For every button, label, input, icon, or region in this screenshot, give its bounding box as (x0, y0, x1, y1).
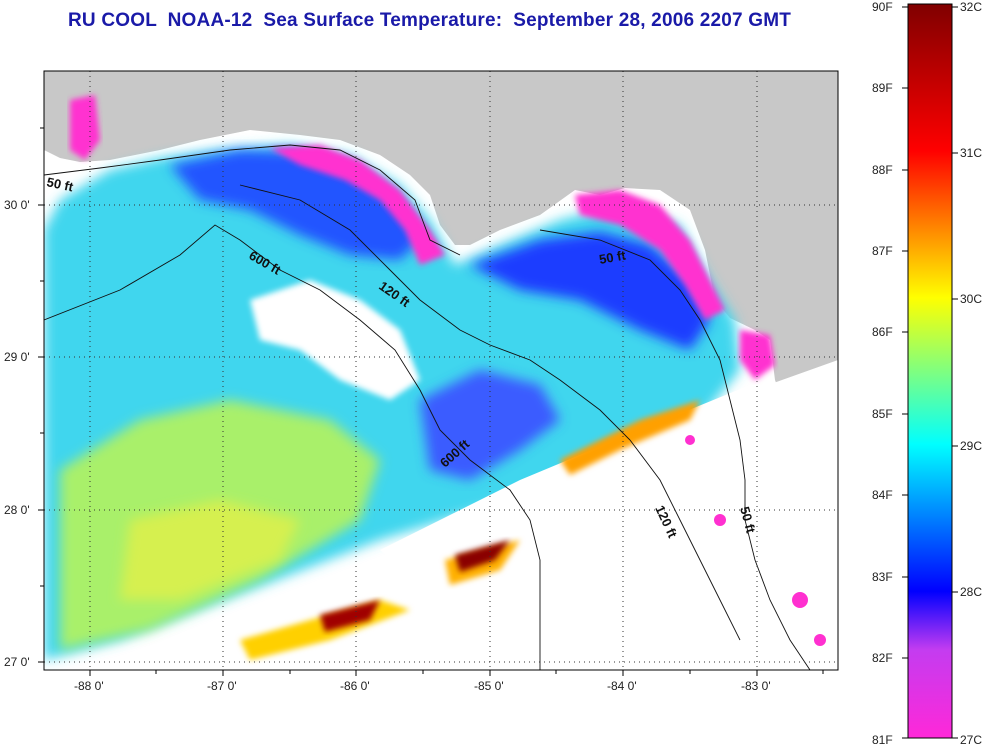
cool-water-band-south (420, 370, 560, 480)
warm-water-patch (120, 500, 300, 600)
warm-patch (714, 514, 726, 526)
colorbar-c-label: 32C (960, 0, 982, 14)
warm-coastal-band (270, 145, 445, 265)
colorbar (908, 4, 952, 738)
colorbar-f-label: 84F (872, 488, 893, 502)
warm-patch (792, 592, 808, 608)
lat-tick-label: 27 0' (4, 655, 30, 669)
contour-label: 50 ft (598, 247, 628, 267)
contour-120ft (44, 224, 541, 670)
lon-tick-label: -83 0' (741, 679, 771, 693)
colorbar-f-label: 87F (872, 244, 893, 258)
hot-streak-south-core (320, 600, 380, 632)
colorbar-f-label: 88F (872, 163, 893, 177)
colorbar-c-label: 31C (960, 146, 982, 160)
lon-tick-label: -86 0' (340, 679, 370, 693)
lat-tick-label: 29 0' (4, 350, 30, 364)
axis-ticks (38, 127, 824, 676)
contour-label: 50 ft (45, 174, 75, 194)
colorbar-c-label: 30C (960, 292, 982, 306)
colorbar-c-label: 27C (960, 733, 982, 747)
cloud-patches (250, 280, 420, 400)
warm-coastal-band-east (575, 190, 725, 320)
colorbar-f-label: 82F (872, 651, 893, 665)
colorbar-f-label: 90F (872, 0, 893, 14)
contour-50ft-east (539, 229, 811, 670)
cool-water-band-east (470, 232, 710, 350)
lon-tick-label: -84 0' (607, 679, 637, 693)
colorbar-f-label: 86F (872, 325, 893, 339)
map-title: RU COOL NOAA-12 Sea Surface Temperature:… (68, 10, 792, 31)
contour-label: 50 ft (737, 505, 759, 535)
colorbar-f-label: 89F (872, 81, 893, 95)
colorbar-f-label: 81F (872, 733, 893, 747)
hot-streak-core (455, 540, 510, 572)
hot-streak-east (560, 400, 700, 475)
lon-tick-label: -85 0' (474, 679, 504, 693)
contour-600ft (239, 184, 741, 641)
mobile-bay-warm (70, 95, 100, 160)
warm-coastal-band-bigbend (740, 330, 775, 380)
colorbar-c-label: 28C (960, 585, 982, 599)
map-frame (43, 70, 839, 671)
cloud-swath (44, 360, 838, 670)
colorbar-frame (907, 3, 953, 739)
colorbar-f-labels: 90F 89F 88F 87F 86F 85F 84F 83F 82F 81F (872, 0, 893, 747)
colorbar-f-label: 85F (872, 407, 893, 421)
warm-patch (685, 435, 695, 445)
colorbar-ticks (902, 6, 958, 739)
colorbar-c-labels: 32C 31C 30C 29C 28C 27C (960, 0, 982, 747)
colorbar-f-label: 83F (872, 570, 893, 584)
contour-50ft-west (44, 144, 461, 256)
map-plot-area: 50 ft 600 ft 120 ft 50 ft 600 ft 120 ft … (44, 71, 838, 670)
lat-tick-label: 28 0' (4, 503, 30, 517)
lon-tick-label: -88 0' (74, 679, 104, 693)
lon-tick-label: -87 0' (207, 679, 237, 693)
lat-tick-label: 30 0' (4, 198, 30, 212)
colorbar-c-label: 29C (960, 439, 982, 453)
land-region (44, 71, 838, 530)
warm-patch (814, 634, 826, 646)
